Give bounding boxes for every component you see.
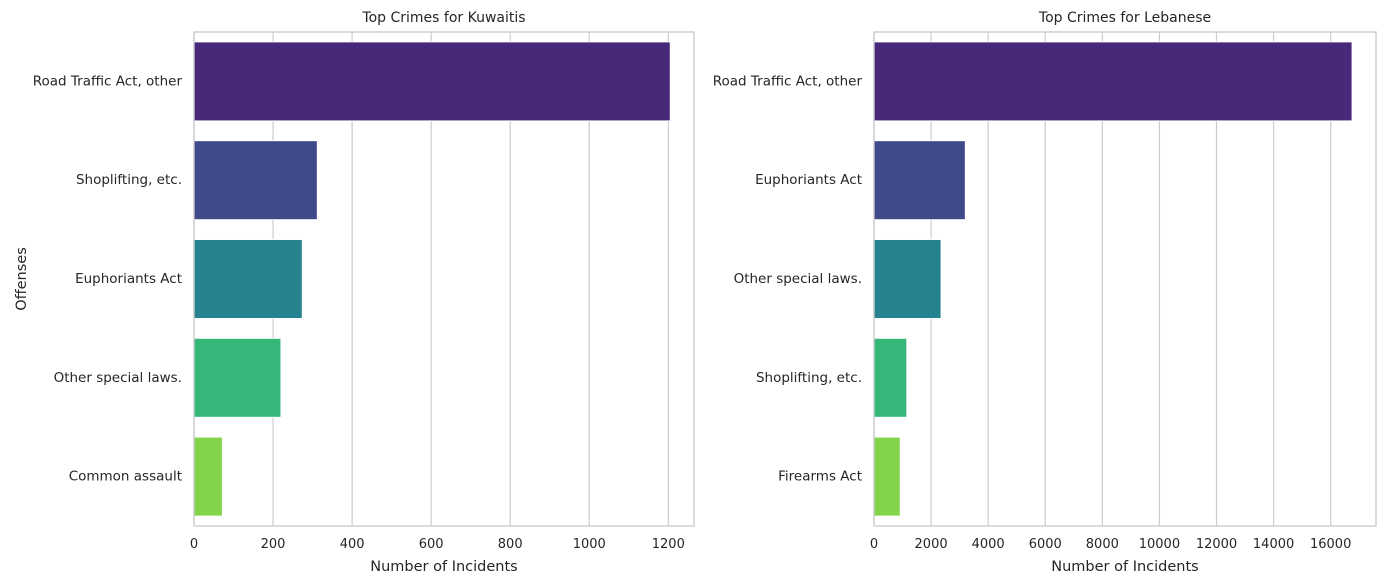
x-tick-label: 0	[870, 537, 878, 552]
bar-other-special-laws	[873, 238, 942, 320]
x-tick-label: 0	[190, 537, 198, 552]
x-tick-label: 14000	[1253, 537, 1294, 552]
bar-firearms-act	[873, 436, 901, 517]
plot-frame	[193, 31, 695, 527]
panel-kuwaitis: Road Traffic Act, other Shoplifting, etc.…	[14, 10, 695, 575]
x-tick-label: 16000	[1310, 537, 1351, 552]
bar-common-assault	[193, 436, 223, 517]
chart-title: Top Crimes for Kuwaitis	[361, 10, 525, 26]
x-tick-label: 1000	[573, 537, 606, 552]
bar-shoplifting-etc	[873, 337, 908, 418]
x-tick-label: 4000	[972, 537, 1005, 552]
x-tick-label: 10000	[1139, 537, 1180, 552]
category-label: Euphoriants Act	[75, 271, 182, 287]
x-axis-label: Number of Incidents	[1051, 559, 1198, 575]
x-tick-label: 2000	[915, 537, 948, 552]
x-tick-label: 600	[419, 537, 444, 552]
x-tick-label: 400	[340, 537, 365, 552]
x-tick-label: 1200	[652, 537, 685, 552]
bar-shoplifting-etc	[193, 140, 318, 221]
y-axis-label: Offenses	[14, 247, 30, 311]
category-label: Firearms Act	[778, 469, 862, 485]
x-tick-label: 8000	[1086, 537, 1119, 552]
category-label: Other special laws.	[734, 271, 862, 287]
x-tick-label: 800	[498, 537, 523, 552]
chart-title: Top Crimes for Lebanese	[1038, 10, 1211, 26]
category-label: Common assault	[69, 469, 182, 485]
x-tick-label: 200	[261, 537, 286, 552]
category-label: Road Traffic Act, other	[33, 73, 183, 89]
bar-euphoriants-act	[873, 140, 966, 221]
category-label: Road Traffic Act, other	[713, 73, 863, 89]
x-tick-label: 12000	[1196, 537, 1237, 552]
plot-frame	[873, 31, 1377, 527]
x-tick-label: 6000	[1029, 537, 1062, 552]
x-axis-label: Number of Incidents	[370, 559, 517, 575]
category-label: Shoplifting, etc.	[76, 172, 182, 188]
bar-euphoriants-act	[193, 238, 303, 320]
bar-road-traffic-act-other	[873, 41, 1353, 122]
bar-road-traffic-act-other	[193, 41, 671, 122]
panel-lebanese: Road Traffic Act, other Euphoriants Act Ot…	[713, 10, 1377, 575]
category-label: Other special laws.	[54, 370, 182, 386]
category-label: Euphoriants Act	[755, 172, 862, 188]
bar-other-special-laws	[193, 337, 282, 418]
category-label: Shoplifting, etc.	[756, 370, 862, 386]
